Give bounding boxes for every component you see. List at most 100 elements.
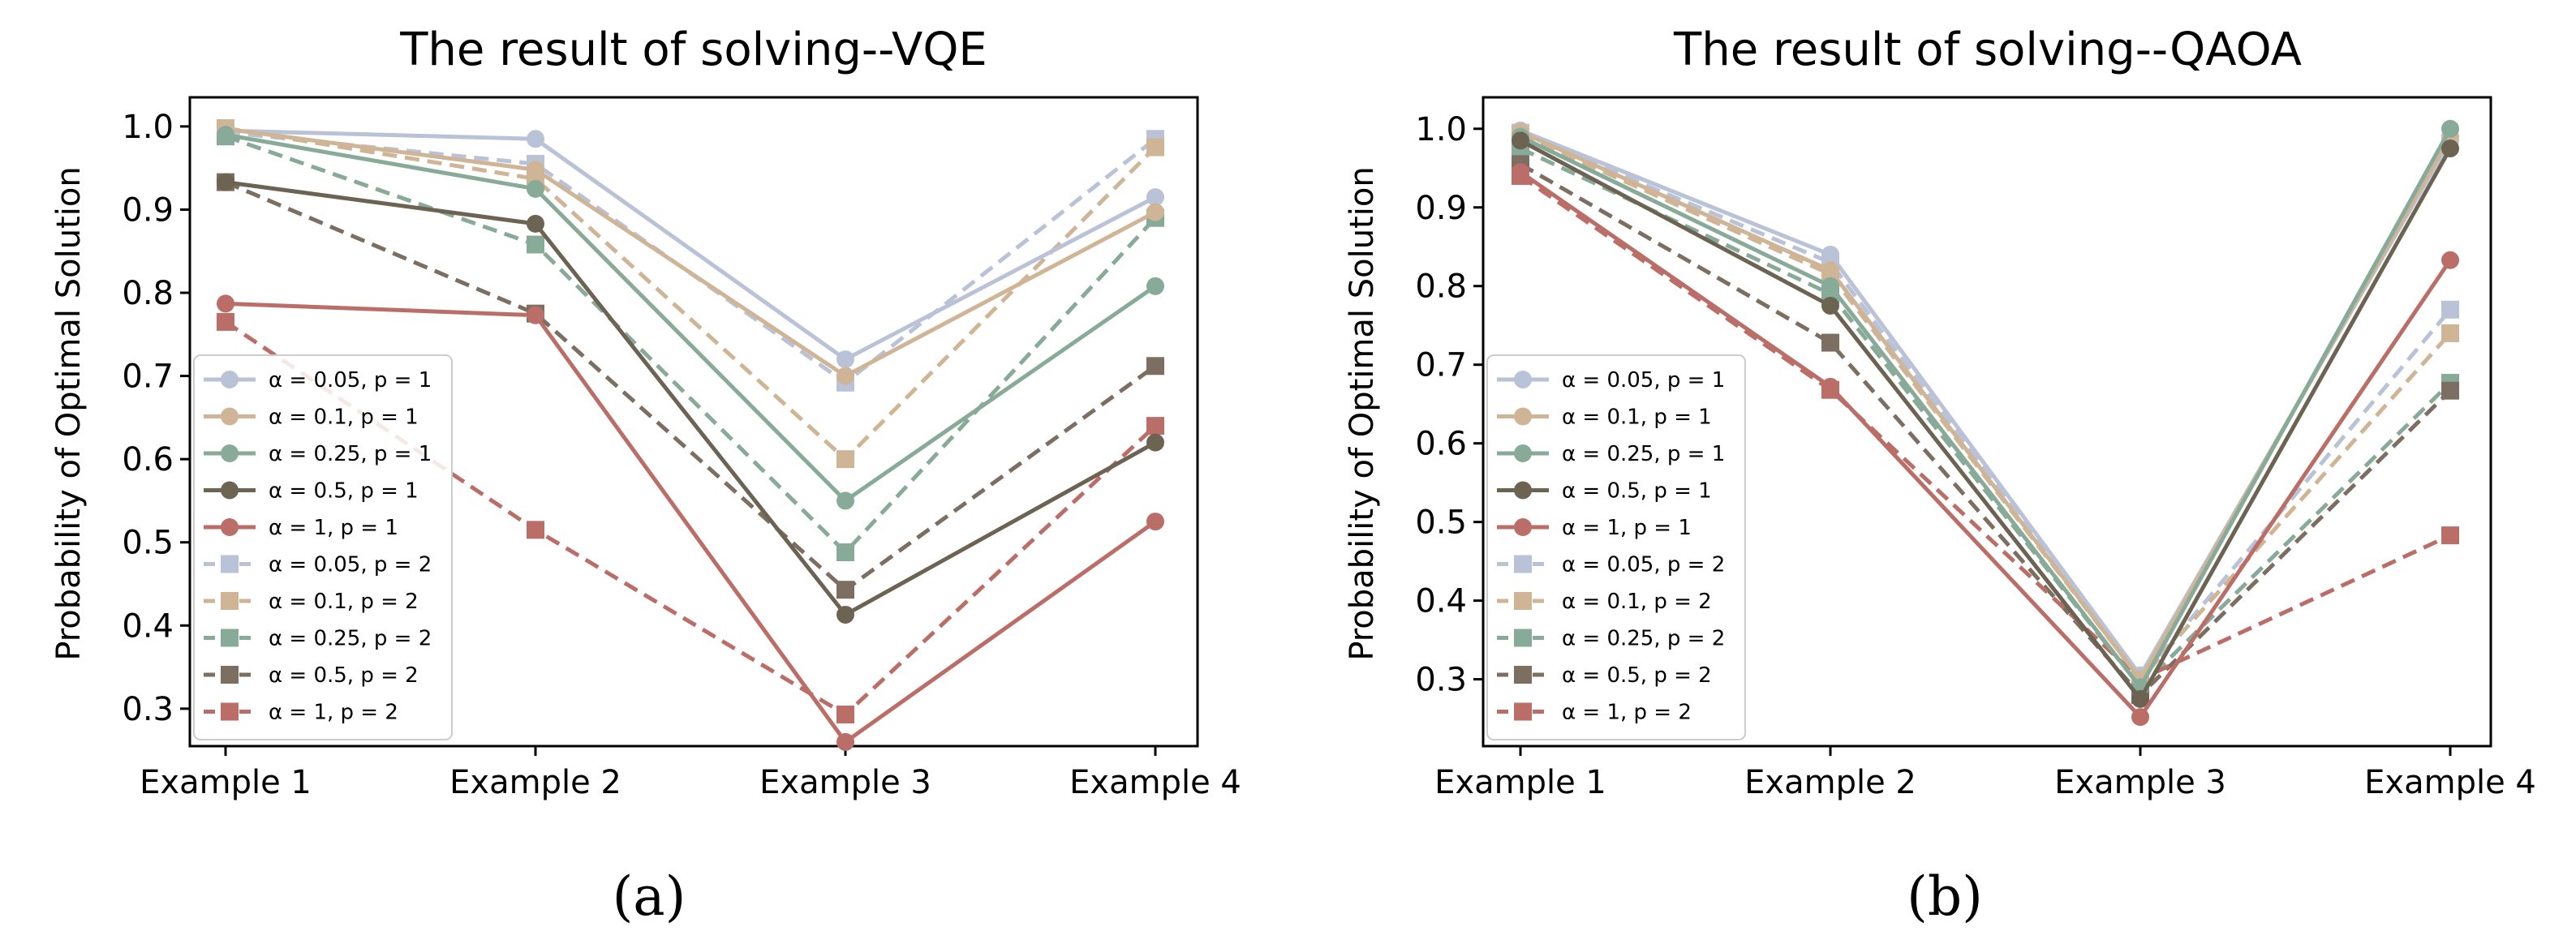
data-point <box>836 706 854 724</box>
data-point <box>527 214 544 233</box>
series-line <box>225 128 1157 362</box>
legend-marker <box>1514 629 1532 647</box>
panel-caption: (a) <box>613 865 686 928</box>
series-line <box>1519 174 2452 682</box>
y-tick-label: 0.3 <box>122 691 174 728</box>
y-tick-label: 1.0 <box>1415 111 1467 148</box>
data-point <box>2131 689 2149 708</box>
legend-label: α = 0.25, p = 2 <box>269 627 432 651</box>
legend-label: α = 0.5, p = 1 <box>269 479 419 504</box>
legend-item: α = 0.25, p = 1 <box>204 442 432 466</box>
legend-label: α = 0.5, p = 1 <box>1562 479 1712 504</box>
legend-item: α = 0.25, p = 2 <box>204 627 432 651</box>
data-point <box>1512 163 1529 182</box>
y-tick-label: 0.5 <box>1415 504 1467 542</box>
legend-label: α = 0.05, p = 1 <box>269 368 432 393</box>
plot-area <box>1482 96 2492 748</box>
data-point <box>1821 296 1839 315</box>
axis-ticks: 0.3 0.4 0.5 0.6 0.7 0.8 0.9 1.0 Example 1 Example… <box>122 109 1241 801</box>
legend-item: α = 0.5, p = 1 <box>1497 479 1712 504</box>
data-point <box>1821 245 1839 264</box>
y-tick-label: 0.6 <box>1415 426 1467 463</box>
chart-title: The result of solving--QAOA <box>1673 24 2302 76</box>
data-point <box>2441 251 2459 269</box>
y-tick-label: 0.4 <box>122 607 174 645</box>
legend-box <box>1486 354 1746 740</box>
legend-marker <box>221 371 239 388</box>
x-tick-label: Example 1 <box>140 764 312 801</box>
data-point <box>217 312 234 331</box>
data-point <box>1146 203 1164 221</box>
data-point <box>1821 277 1839 295</box>
legend-marker <box>221 444 239 462</box>
data-point <box>2441 526 2459 545</box>
data-point <box>2131 708 2149 727</box>
legend-label: α = 1, p = 2 <box>269 701 398 725</box>
data-point <box>2441 324 2459 342</box>
data-point <box>1146 513 1164 531</box>
data-point <box>836 491 854 510</box>
legend-label: α = 0.25, p = 2 <box>1562 627 1725 651</box>
legend-marker <box>221 481 239 500</box>
legend-marker <box>1514 555 1532 573</box>
series-line <box>225 126 1157 461</box>
legend-marker <box>1514 518 1532 536</box>
chart-panel-qaoa: The result of solving--QAOA Probability … <box>1344 24 2536 928</box>
series-line <box>225 180 1157 617</box>
data-point <box>836 543 854 562</box>
data-point <box>1821 333 1839 352</box>
series-line <box>1519 170 2453 719</box>
legend-item: α = 0.1, p = 2 <box>1497 590 1712 614</box>
data-point <box>836 350 854 369</box>
data-point <box>527 235 544 254</box>
data-point <box>1146 277 1164 295</box>
legend-item: α = 0.25, p = 1 <box>1497 442 1725 466</box>
legend-marker <box>221 518 239 536</box>
data-point <box>1821 261 1839 280</box>
legend-label: α = 1, p = 1 <box>269 516 398 540</box>
legend-item: α = 0.1, p = 1 <box>1497 405 1712 430</box>
data-point <box>217 173 234 191</box>
y-tick-label: 0.9 <box>122 191 174 229</box>
series-5 <box>217 294 1164 751</box>
legend-label: α = 0.25, p = 1 <box>269 442 432 466</box>
data-point <box>2441 119 2459 138</box>
data-point <box>836 732 854 751</box>
data-point <box>1146 188 1164 207</box>
legend: α = 0.05, p = 1 α = 0.1, p = 1 α = 0.25, p… <box>193 354 453 740</box>
data-point <box>1146 417 1164 436</box>
y-tick-label: 0.5 <box>122 525 174 562</box>
series-line <box>225 132 1157 503</box>
x-tick-label: Example 3 <box>2054 764 2226 801</box>
legend-marker <box>1514 407 1532 426</box>
chart-panel-vqe: The result of solving--VQE Probability o… <box>50 24 1241 928</box>
legend-label: α = 1, p = 2 <box>1562 701 1692 725</box>
legend-marker <box>1514 444 1532 462</box>
legend-marker <box>221 407 239 426</box>
series-4 <box>217 173 1164 624</box>
data-point <box>527 306 544 324</box>
series-line <box>1519 127 2453 689</box>
data-point <box>2441 300 2459 319</box>
data-point <box>217 294 234 313</box>
legend-marker <box>1514 371 1532 388</box>
legend-item: α = 1, p = 1 <box>204 516 398 540</box>
legend-item: α = 1, p = 1 <box>1497 516 1692 540</box>
legend-label: α = 0.25, p = 1 <box>1562 442 1725 466</box>
panel-caption: (b) <box>1907 865 1983 928</box>
series-line <box>225 180 1157 592</box>
data-point <box>836 605 854 624</box>
data-point <box>527 130 544 148</box>
legend-item: α = 0.1, p = 2 <box>204 590 419 614</box>
data-point <box>1146 138 1164 157</box>
y-tick-label: 0.8 <box>1415 268 1467 306</box>
legend-label: α = 0.1, p = 1 <box>1562 405 1712 430</box>
legend-item: α = 0.5, p = 2 <box>1497 663 1712 688</box>
y-tick-label: 0.8 <box>122 275 174 312</box>
series-line <box>225 301 1157 744</box>
data-point <box>527 179 544 198</box>
legend-marker <box>1514 702 1532 721</box>
series-line <box>1520 131 2452 682</box>
x-tick-label: Example 2 <box>1744 764 1916 801</box>
data-point <box>527 161 544 179</box>
